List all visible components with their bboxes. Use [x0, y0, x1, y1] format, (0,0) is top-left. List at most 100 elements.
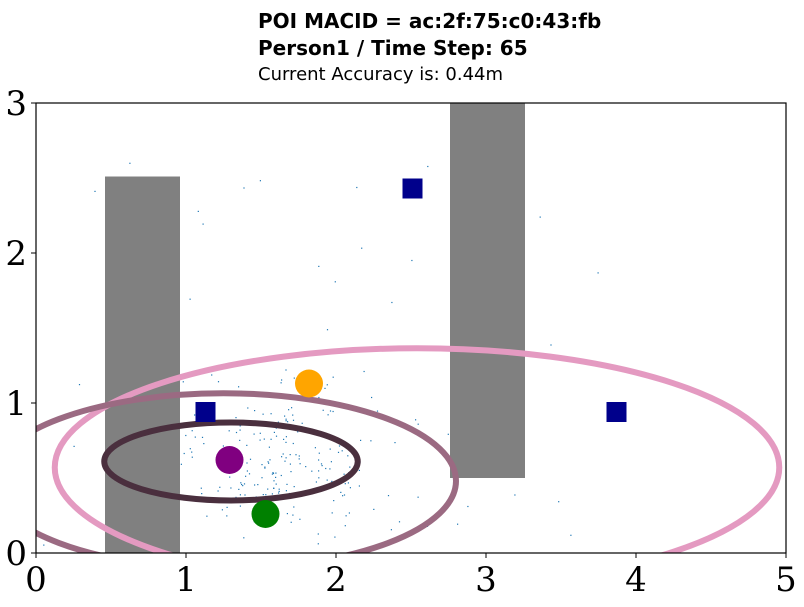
particle-point — [269, 459, 271, 461]
particle-point — [286, 513, 288, 515]
particle-point — [411, 259, 413, 262]
particle-point — [318, 265, 320, 267]
particle-point — [293, 486, 295, 488]
particle-point — [194, 436, 196, 438]
particle-point — [550, 344, 552, 346]
particle-point — [349, 466, 351, 468]
particle-point — [334, 281, 336, 283]
particle-point — [427, 165, 429, 168]
particle-point — [329, 468, 331, 470]
particle-point — [265, 494, 267, 496]
particle-point — [222, 445, 224, 447]
particle-point — [278, 492, 280, 494]
particle-point — [239, 505, 241, 507]
particle-point — [597, 272, 599, 274]
particle-point — [326, 479, 328, 481]
obstacle-bar — [450, 103, 525, 478]
particle-point — [229, 476, 231, 478]
position-marker — [215, 446, 244, 474]
particle-point — [281, 379, 283, 381]
particle-point — [254, 410, 256, 412]
particle-point — [261, 477, 263, 479]
particle-point — [221, 509, 223, 511]
y-tick-label: 0 — [5, 534, 27, 574]
particle-point — [332, 376, 334, 378]
particle-point — [317, 533, 319, 535]
particle-point — [238, 386, 240, 388]
particle-point — [289, 463, 291, 465]
particle-point — [78, 384, 81, 386]
y-tick-label: 3 — [5, 84, 27, 124]
particle-point — [247, 407, 249, 409]
particle-point — [343, 494, 346, 496]
particle-point — [270, 413, 272, 415]
particle-point — [321, 465, 323, 467]
particle-point — [228, 430, 230, 432]
y-tick-label: 1 — [5, 384, 27, 424]
particle-point — [291, 407, 293, 409]
particle-point — [334, 536, 336, 538]
particle-point — [318, 470, 320, 472]
particle-point — [292, 419, 295, 421]
anchor-square — [195, 402, 216, 422]
particle-point — [254, 484, 256, 486]
axes: 0 1 2 3 4 5 0 1 2 3 — [5, 84, 796, 600]
particle-point — [243, 187, 245, 189]
particle-point — [94, 190, 96, 192]
particle-point — [230, 487, 232, 489]
particle-point — [180, 463, 182, 465]
particle-point — [239, 439, 241, 441]
particle-point — [361, 247, 363, 249]
chart-title: POI MACID = ac:2f:75:c0:43:fb Person1 / … — [258, 8, 798, 88]
particle-point — [284, 415, 286, 417]
particle-point — [283, 438, 285, 440]
particle-point — [243, 537, 245, 539]
particle-point — [244, 494, 246, 496]
particle-point — [293, 506, 295, 508]
particle-point — [245, 475, 247, 477]
particle-point — [315, 481, 317, 483]
particle-point — [191, 451, 193, 453]
particle-point — [376, 410, 379, 412]
particle-point — [278, 490, 280, 492]
particle-point — [417, 496, 419, 498]
particle-point — [189, 298, 191, 300]
particle-point — [246, 444, 248, 446]
particle-point — [285, 369, 287, 371]
particle-point — [275, 476, 277, 478]
particle-point — [183, 452, 185, 455]
particle-point — [275, 427, 277, 429]
particle-point — [217, 381, 220, 383]
particle-point — [325, 467, 327, 470]
particle-point — [240, 482, 242, 484]
particle-point — [371, 396, 373, 399]
particle-point — [268, 446, 270, 448]
particle-point — [285, 436, 287, 438]
particle-point — [327, 414, 329, 416]
anchor-square — [402, 178, 423, 199]
particle-point — [273, 487, 275, 489]
particle-point — [344, 483, 346, 485]
particle-point — [226, 515, 228, 517]
particle-point — [267, 461, 269, 463]
title-line-1: POI MACID = ac:2f:75:c0:43:fb — [258, 9, 602, 33]
accuracy-ellipse — [101, 419, 361, 504]
particle-point — [417, 423, 419, 425]
particle-point — [282, 453, 284, 455]
particle-point — [287, 421, 289, 423]
particle-point — [293, 377, 295, 379]
particle-point — [241, 483, 243, 486]
particle-point — [292, 442, 294, 445]
particle-point — [326, 329, 329, 331]
particle-point — [226, 506, 228, 508]
particle-point — [257, 484, 259, 486]
particle-point — [514, 494, 516, 496]
particle-point — [333, 500, 335, 502]
particle-point — [360, 439, 362, 441]
x-tick-label: 1 — [175, 560, 197, 600]
particle-point — [238, 488, 240, 490]
particle-point — [259, 180, 261, 182]
accuracy-ellipse — [36, 390, 459, 553]
particle-point — [261, 464, 263, 466]
